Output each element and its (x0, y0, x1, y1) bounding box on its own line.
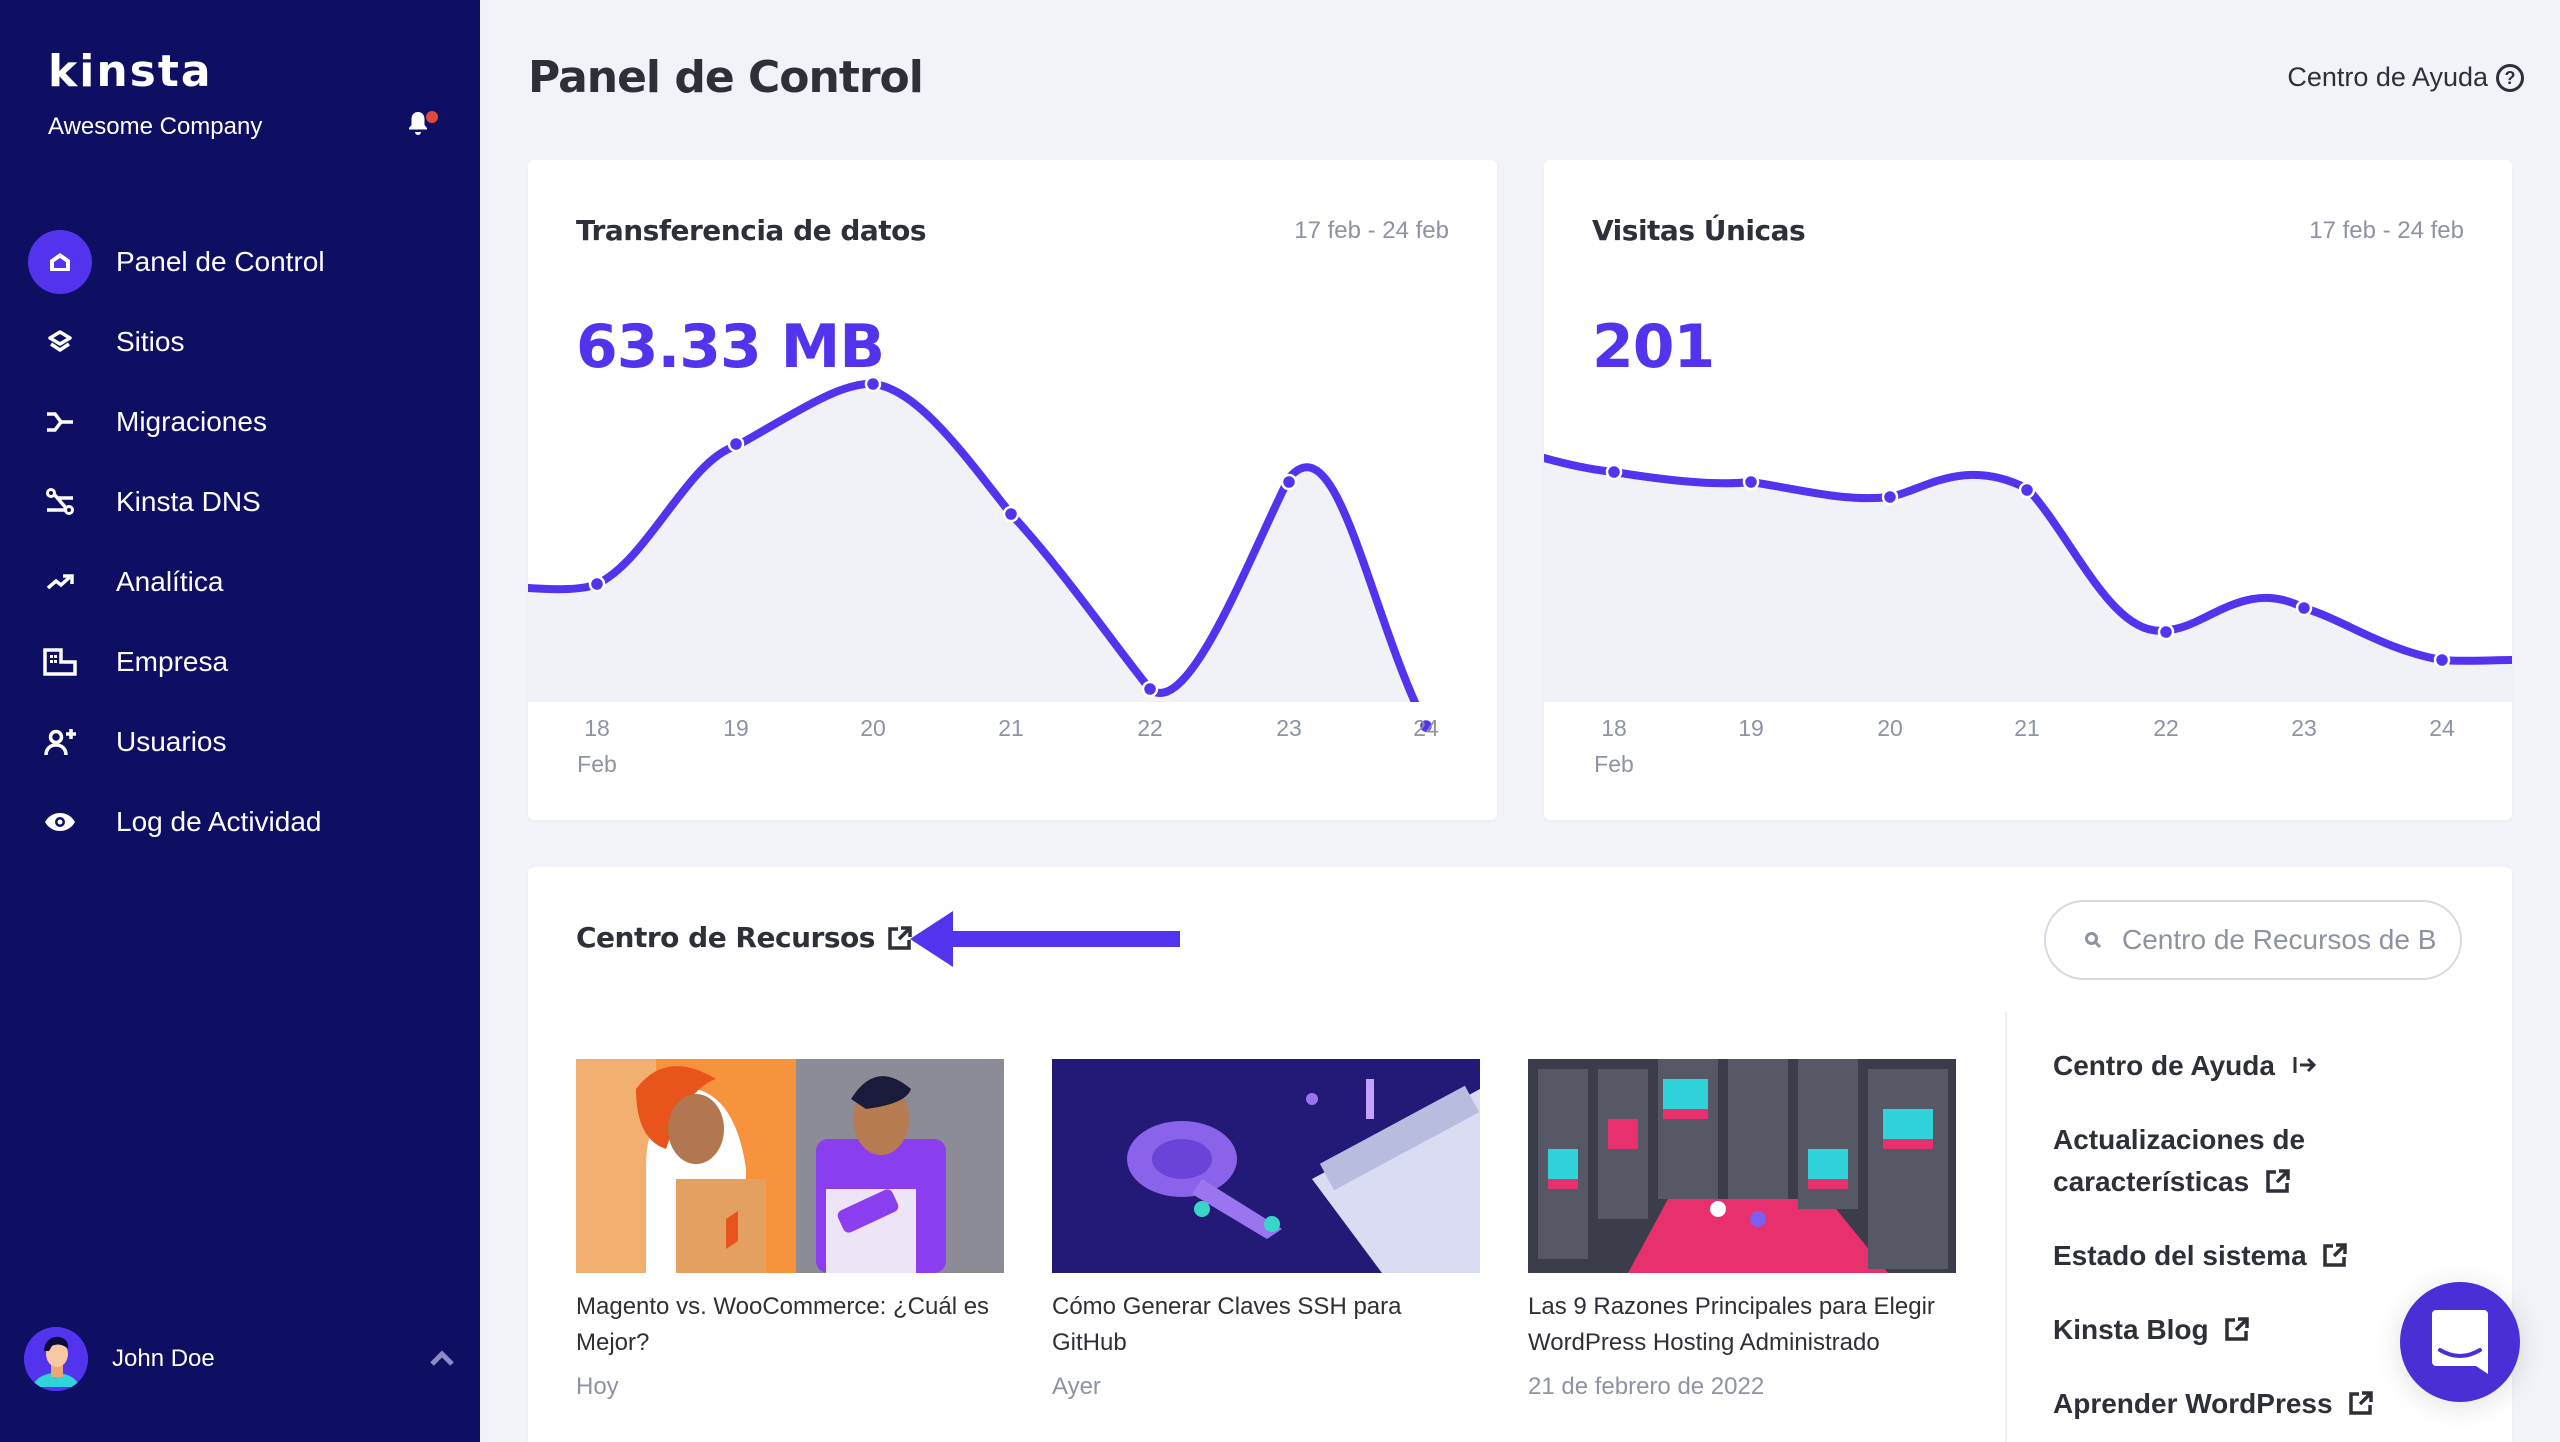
article-date: Hoy (576, 1373, 619, 1400)
arrow-right-to-line-icon (2293, 1057, 2316, 1073)
article-title: Magento vs. WooCommerce: ¿Cuál es Mejor? (576, 1293, 990, 1356)
card-title: Visitas Únicas (1592, 214, 1806, 247)
sidebar-item-analitica[interactable]: Analítica (0, 542, 480, 622)
unique-visits-card: Visitas Únicas 17 feb - 24 feb 201 18 Feb… (1544, 160, 2512, 820)
search-icon (2085, 932, 2102, 949)
article-thumbnail (1052, 1059, 1480, 1273)
article-date: 21 de febrero de 2022 (1528, 1373, 1765, 1400)
company-name[interactable]: Awesome Company (48, 113, 263, 140)
sidebar-item-usuarios[interactable]: Usuarios (0, 702, 480, 782)
article-date: Ayer (1052, 1373, 1101, 1400)
resource-center-link[interactable]: Centro de Recursos (576, 921, 913, 954)
user-menu[interactable]: John Doe (24, 1326, 456, 1392)
layers-icon (28, 310, 92, 374)
resource-center-card: Centro de Recursos (528, 867, 2512, 1442)
bell-icon[interactable] (406, 110, 430, 136)
eye-icon (28, 790, 92, 854)
x-axis-tick: 19 (723, 715, 749, 741)
x-axis-tick: 21 (998, 715, 1024, 741)
sidebar-item-empresa[interactable]: Empresa (0, 622, 480, 702)
resource-search[interactable] (2044, 900, 2462, 980)
article-thumbnail (1528, 1059, 1956, 1273)
dns-icon (28, 470, 92, 534)
x-axis-tick: 19 (1738, 715, 1764, 741)
user-name: John Doe (112, 1345, 215, 1372)
data-transfer-chart[interactable] (528, 160, 1497, 820)
sidebar-item-label: Panel de Control (116, 246, 325, 277)
x-axis-tick: 24 (2429, 715, 2455, 741)
sidebar-item-label: Kinsta DNS (116, 486, 261, 517)
article-card[interactable]: Las 9 Razones Principales para Elegir Wo… (1528, 1059, 1956, 1401)
sidebar-nav: Panel de Control Sitios Migraciones Kins… (0, 222, 480, 862)
article-thumbnail (576, 1059, 1004, 1273)
x-axis-tick: 20 (860, 715, 886, 741)
system-status-link[interactable]: Estado del sistema (2053, 1235, 2374, 1277)
sidebar-item-kinsta-dns[interactable]: Kinsta DNS (0, 462, 480, 542)
learn-wordpress-link[interactable]: Aprender WordPress (2053, 1383, 2374, 1425)
x-axis-tick: 18 Feb (1594, 715, 1634, 777)
external-link-icon (2225, 1317, 2250, 1341)
user-plus-icon (28, 710, 92, 774)
search-input[interactable] (2122, 924, 2442, 956)
trending-up-icon (28, 550, 92, 614)
article-title: Las 9 Razones Principales para Elegir Wo… (1528, 1293, 1935, 1356)
external-link-icon (2323, 1243, 2348, 1267)
migration-icon (28, 390, 92, 454)
building-icon (28, 630, 92, 694)
sidebar-item-log-de-actividad[interactable]: Log de Actividad (0, 782, 480, 862)
sidebar-item-label: Empresa (116, 646, 229, 677)
x-axis-tick: 23 (1276, 715, 1302, 741)
article-card[interactable]: Magento vs. WooCommerce: ¿Cuál es Mejor?… (576, 1059, 1004, 1401)
sidebar-item-label: Analítica (116, 566, 224, 597)
help-center-link[interactable]: Centro de Ayuda ? (2287, 62, 2524, 93)
notification-dot (426, 111, 438, 123)
x-axis-tick: 22 (2153, 715, 2179, 741)
card-title: Transferencia de datos (576, 214, 927, 247)
sidebar-item-label: Migraciones (116, 406, 267, 437)
article-title: Cómo Generar Claves SSH para GitHub (1052, 1293, 1402, 1356)
question-circle-icon: ? (2496, 63, 2524, 92)
date-range: 17 feb - 24 feb (2309, 217, 2464, 244)
resource-links: Centro de Ayuda Actualizaciones de carac… (2053, 1045, 2374, 1425)
x-axis-tick: 23 (2291, 715, 2317, 741)
date-range: 17 feb - 24 feb (1294, 217, 1449, 244)
data-transfer-card: Transferencia de datos 17 feb - 24 feb 6… (528, 160, 1497, 820)
page-title: Panel de Control (528, 52, 924, 103)
sidebar-item-migraciones[interactable]: Migraciones (0, 382, 480, 462)
home-icon (28, 230, 92, 294)
external-link-icon (2349, 1391, 2374, 1415)
sidebar: kinsta Awesome Company Panel de Control … (0, 0, 480, 1442)
divider (2005, 1012, 2007, 1442)
arrow-left-icon (910, 911, 1180, 967)
chevron-up-icon[interactable] (428, 1346, 456, 1370)
avatar (24, 1327, 88, 1391)
feature-updates-link[interactable]: Actualizaciones de características (2053, 1124, 2306, 1197)
article-card[interactable]: Cómo Generar Claves SSH para GitHub Ayer (1052, 1059, 1480, 1401)
resource-center-title: Centro de Recursos (576, 921, 875, 954)
unique-visits-total: 201 (1592, 312, 1715, 382)
kinsta-logo[interactable]: kinsta (48, 46, 213, 97)
x-axis-tick: 24 (1413, 715, 1439, 741)
help-center-resource-link[interactable]: Centro de Ayuda (2053, 1045, 2374, 1087)
chat-icon (2432, 1310, 2488, 1374)
kinsta-blog-link[interactable]: Kinsta Blog (2053, 1309, 2374, 1351)
sidebar-item-panel-de-control[interactable]: Panel de Control (0, 222, 480, 302)
chat-button[interactable] (2400, 1282, 2520, 1402)
data-transfer-total: 63.33 MB (576, 312, 885, 382)
x-axis-tick: 22 (1137, 715, 1163, 741)
help-center-label: Centro de Ayuda (2287, 62, 2488, 92)
sidebar-item-sitios[interactable]: Sitios (0, 302, 480, 382)
external-link-icon (2266, 1169, 2290, 1193)
sidebar-item-label: Log de Actividad (116, 806, 322, 837)
unique-visits-chart[interactable] (1544, 160, 2512, 820)
x-axis-tick: 20 (1877, 715, 1903, 741)
sidebar-item-label: Sitios (116, 326, 185, 357)
external-link-icon (888, 925, 912, 950)
sidebar-item-label: Usuarios (116, 726, 227, 757)
x-axis-tick: 18 Feb (577, 715, 617, 777)
x-axis-tick: 21 (2014, 715, 2040, 741)
